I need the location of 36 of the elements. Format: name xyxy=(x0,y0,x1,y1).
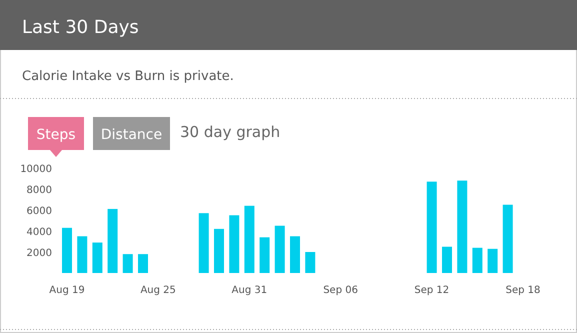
chart-subtitle: Calorie Intake vs Burn is private. xyxy=(22,69,234,84)
bar xyxy=(77,236,88,273)
y-tick-label: 8000 xyxy=(26,185,52,196)
distance-tab: Distance xyxy=(93,117,170,150)
y-tick-label: 2000 xyxy=(26,248,52,259)
x-tick-label: Aug 19 xyxy=(49,285,85,296)
bar xyxy=(244,206,254,273)
bar xyxy=(290,236,300,273)
x-tick-label: Sep 06 xyxy=(323,285,358,296)
bar xyxy=(472,248,482,273)
bar xyxy=(138,254,148,273)
bar xyxy=(92,242,102,273)
bar xyxy=(198,213,209,273)
x-tick-label: Aug 31 xyxy=(232,285,268,296)
x-tick-label: Sep 18 xyxy=(506,285,540,296)
y-tick-label: 6000 xyxy=(26,206,52,217)
bar xyxy=(502,204,513,273)
y-tick-label: 4000 xyxy=(26,227,52,238)
text: 30 day graph xyxy=(180,123,280,141)
bar xyxy=(229,215,240,273)
bar xyxy=(260,237,270,273)
bar xyxy=(214,228,224,273)
x-tick-label: Sep 12 xyxy=(414,285,450,296)
bar xyxy=(108,208,118,273)
bar xyxy=(426,182,437,273)
bar xyxy=(488,248,498,273)
y-tick-label: 10000 xyxy=(20,164,52,175)
bar xyxy=(457,180,468,273)
x-tick-label: Aug 25 xyxy=(140,285,176,296)
bar xyxy=(442,246,452,273)
bar xyxy=(305,252,316,273)
chart-title: Last 30 Days xyxy=(22,17,139,38)
bar xyxy=(274,226,285,273)
bar xyxy=(122,254,133,273)
bar xyxy=(62,228,72,273)
steps-tab: Steps xyxy=(28,117,84,157)
